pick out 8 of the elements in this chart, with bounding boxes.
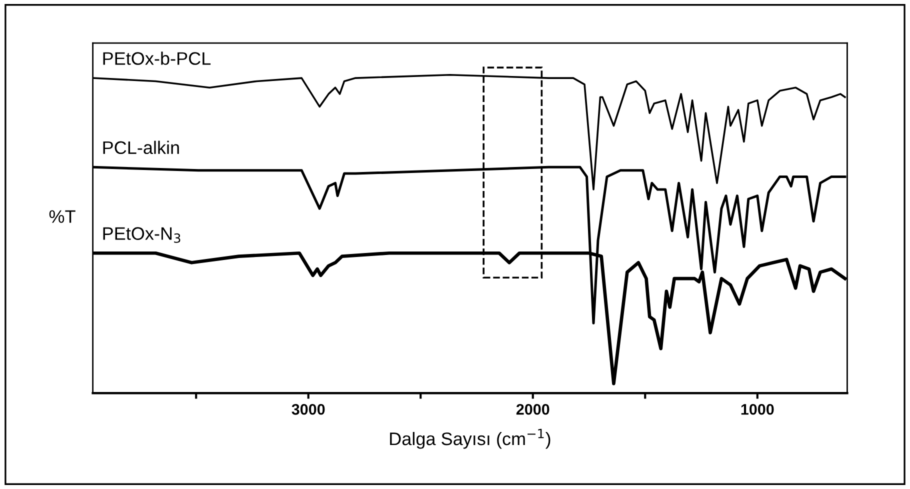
series-label: PCL-alkin <box>103 140 179 154</box>
x-tick-label: 2000 <box>516 404 550 415</box>
x-tick-label: 1000 <box>741 404 774 415</box>
x-axis-title: Dalga Sayısı (cm$^{−1}$) <box>390 428 550 449</box>
y-axis-title: %T <box>49 210 76 223</box>
series-label: PEtOx-b-PCL <box>103 52 211 65</box>
x-tick-label: 3000 <box>292 404 325 415</box>
series-label: PEtOx-N$_{3}$ <box>103 227 180 243</box>
